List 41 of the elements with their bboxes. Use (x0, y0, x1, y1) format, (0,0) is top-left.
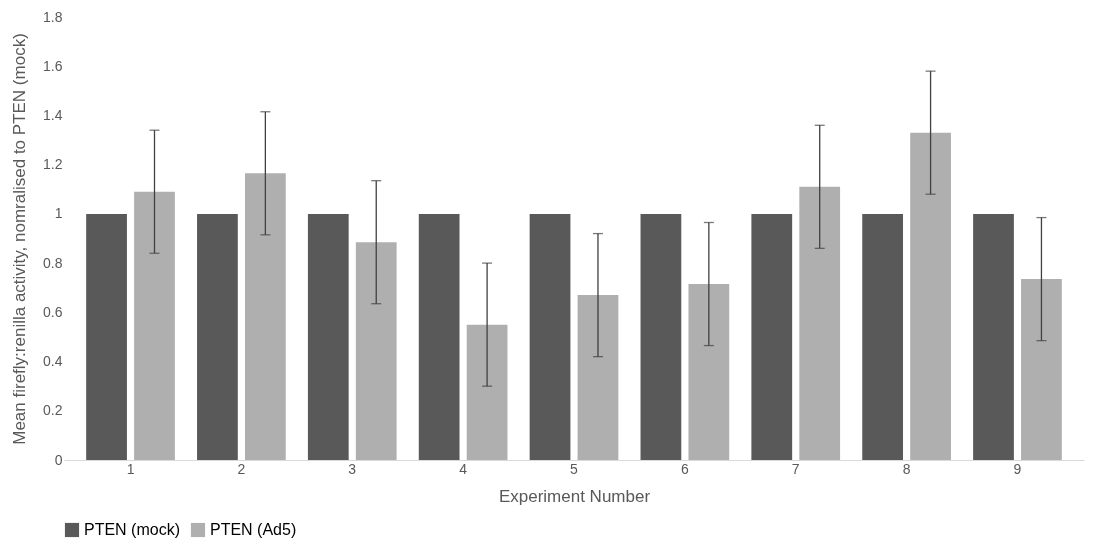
x-tick-label: 4 (459, 460, 468, 477)
y-tick-label: 1.6 (43, 57, 63, 74)
bar (973, 213, 1014, 460)
x-tick-label: 8 (902, 460, 911, 477)
y-tick-label: 0.4 (43, 353, 63, 370)
legend-label: PTEN (mock) (84, 521, 180, 538)
bar (134, 191, 175, 460)
x-tick-label: 5 (570, 460, 579, 477)
y-tick-label: 0.6 (43, 303, 63, 320)
bar (1021, 279, 1062, 460)
y-tick-label: 1 (54, 205, 63, 222)
bar (197, 213, 238, 460)
bar (466, 324, 508, 460)
bar (529, 213, 571, 460)
bar (307, 213, 349, 460)
x-tick-label: 6 (680, 460, 689, 477)
y-tick-label: 1.4 (43, 106, 63, 123)
bar (355, 242, 397, 460)
legend-label: PTEN (Ad5) (210, 521, 297, 538)
y-tick-label: 1.2 (43, 156, 63, 173)
bar (751, 213, 793, 460)
bar (862, 213, 904, 460)
x-tick-label: 1 (126, 460, 135, 477)
x-tick-label: 2 (237, 460, 246, 477)
x-tick-label: 3 (348, 460, 357, 477)
bar (910, 132, 951, 460)
bar (418, 213, 460, 460)
bar (577, 295, 619, 460)
y-tick-label: 0.2 (43, 402, 63, 419)
bar (688, 284, 730, 460)
y-tick-label: 1.8 (43, 8, 63, 25)
y-axis-title: Mean firefly:renilla activity, nomralised to PTEN (mock) (10, 33, 30, 445)
y-tick-label: 0 (54, 451, 63, 468)
bar (86, 213, 127, 460)
bar (244, 173, 286, 460)
x-tick-label: 9 (1013, 460, 1022, 477)
y-tick-label: 0.8 (43, 254, 63, 271)
bar (799, 186, 841, 460)
x-tick-label: 7 (791, 460, 800, 477)
bar (640, 213, 682, 460)
x-axis-title: Experiment Number (498, 486, 651, 506)
